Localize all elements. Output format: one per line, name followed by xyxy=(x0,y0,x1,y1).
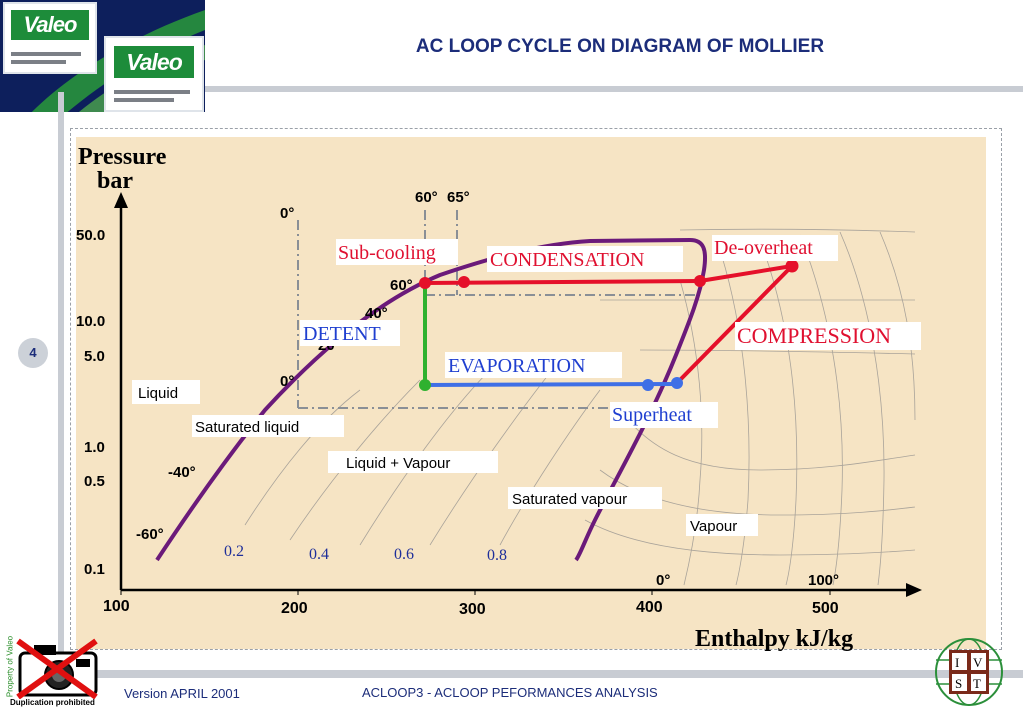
ivst-letter: I xyxy=(955,655,959,670)
temperature-labels: 60° 65° 0° 60° 40° 20° 0° -40° -60° 0° 1… xyxy=(136,189,839,589)
diagram-panel xyxy=(76,137,986,649)
cycle-point-saturated-vapour xyxy=(642,379,654,391)
x-tick-label: 400 xyxy=(636,599,663,616)
process-label-compression: COMPRESSION xyxy=(737,323,891,348)
region-label-vapour: Vapour xyxy=(690,518,737,535)
x-axis-title: Enthalpy kJ/kg xyxy=(695,626,853,652)
y-tick-label: 5.0 xyxy=(84,348,105,365)
process-labels: Sub-cooling CONDENSATION De-overheat COM… xyxy=(300,235,921,428)
quality-labels: 0.2 0.4 0.6 0.8 xyxy=(224,543,507,564)
temp-label-65-top: 65° xyxy=(447,189,470,206)
process-label-sub-cooling: Sub-cooling xyxy=(338,242,436,264)
footer-course-title: ACLOOP3 - ACLOOP PEFORMANCES ANALYSIS xyxy=(362,685,658,700)
temp-label-minus-40: -40° xyxy=(168,464,196,481)
process-label-evaporation: EVAPORATION xyxy=(448,355,585,377)
ivst-letter: T xyxy=(973,676,981,691)
de-overheat-line xyxy=(699,264,793,283)
quality-label: 0.6 xyxy=(394,546,414,563)
axes xyxy=(114,192,922,597)
cycle-lines xyxy=(423,264,794,387)
logo-block: Valeo Valeo xyxy=(0,0,205,112)
ivst-letter: S xyxy=(955,676,962,691)
valeo-logo-large: Valeo xyxy=(104,36,204,112)
cycle-point-condenser-outlet xyxy=(419,277,431,289)
y-tick-label: 50.0 xyxy=(76,227,105,244)
temp-label-0-mid: 0° xyxy=(280,373,294,390)
cycle-point-condensation-start xyxy=(694,275,706,287)
footer-divider xyxy=(58,670,1023,678)
valeo-logo-word: Valeo xyxy=(112,44,196,80)
left-divider xyxy=(58,92,64,652)
process-label-detent: DETENT xyxy=(303,323,381,345)
temp-label-minus-60: -60° xyxy=(136,526,164,543)
cycle-point-compressor-inlet xyxy=(671,377,683,389)
cycle-point-compressor-outlet xyxy=(785,259,799,273)
cycle-point-evaporator-inlet xyxy=(419,379,431,391)
y-tick-label: 1.0 xyxy=(84,439,105,456)
compression-line xyxy=(675,264,794,385)
region-label-saturated-vapour: Saturated vapour xyxy=(512,491,627,508)
cycle-points xyxy=(419,259,799,391)
region-label-saturated-liquid: Saturated liquid xyxy=(195,419,299,436)
x-tick-label: 300 xyxy=(459,601,486,618)
valeo-logo-word: Valeo xyxy=(9,8,91,42)
quality-label: 0.2 xyxy=(224,543,244,560)
temp-label-60-top: 60° xyxy=(415,189,438,206)
ivst-letter: V xyxy=(973,655,983,670)
x-tick-labels: 100 200 300 400 500 xyxy=(103,598,839,618)
temp-label-0-top: 0° xyxy=(280,205,294,222)
temp-label-40: 40° xyxy=(365,305,388,322)
process-label-superheat: Superheat xyxy=(612,404,692,426)
region-labels: Liquid Saturated liquid Liquid + Vapour … xyxy=(132,380,758,536)
duplication-text: Duplication prohibited xyxy=(10,698,95,707)
x-axis-ticks xyxy=(120,590,831,595)
temp-label-60-mid: 60° xyxy=(390,277,413,294)
region-label-liquid: Liquid xyxy=(138,385,178,402)
condensation-line xyxy=(424,279,701,285)
diagram-frame xyxy=(70,128,1002,650)
footer-version: Version APRIL 2001 xyxy=(124,686,240,701)
temp-label-0-bottom: 0° xyxy=(656,572,670,589)
x-tick-label: 500 xyxy=(812,600,839,617)
y-axis-title-line1: Pressure xyxy=(78,144,167,170)
header-divider xyxy=(205,86,1023,92)
cycle-point-subcooling-start xyxy=(458,276,470,288)
y-tick-label: 10.0 xyxy=(76,313,105,330)
quality-label: 0.4 xyxy=(309,546,329,563)
x-tick-label: 200 xyxy=(281,600,308,617)
saturation-dome xyxy=(155,237,708,562)
no-camera-icon xyxy=(16,638,98,699)
quality-label: 0.8 xyxy=(487,547,507,564)
y-tick-label: 0.1 xyxy=(84,561,105,578)
y-axis-title-line2: bar xyxy=(97,168,133,194)
valeo-logo-small: Valeo xyxy=(3,2,97,74)
region-label-liquid-vapour: Liquid + Vapour xyxy=(346,455,450,472)
process-label-de-overheat: De-overheat xyxy=(714,237,813,259)
ivst-logo: I V S T xyxy=(935,638,1003,706)
x-tick-label: 100 xyxy=(103,598,130,615)
process-label-condensation: CONDENSATION xyxy=(490,249,644,271)
temp-label-100-bottom: 100° xyxy=(808,572,839,589)
page-title: AC LOOP CYCLE ON DIAGRAM OF MOLLIER xyxy=(415,36,825,57)
evaporation-line xyxy=(424,382,678,387)
y-tick-label: 0.5 xyxy=(84,473,105,490)
y-tick-labels: 50.0 10.0 5.0 1.0 0.5 0.1 xyxy=(76,227,105,578)
page-number-badge: 4 xyxy=(18,338,48,368)
